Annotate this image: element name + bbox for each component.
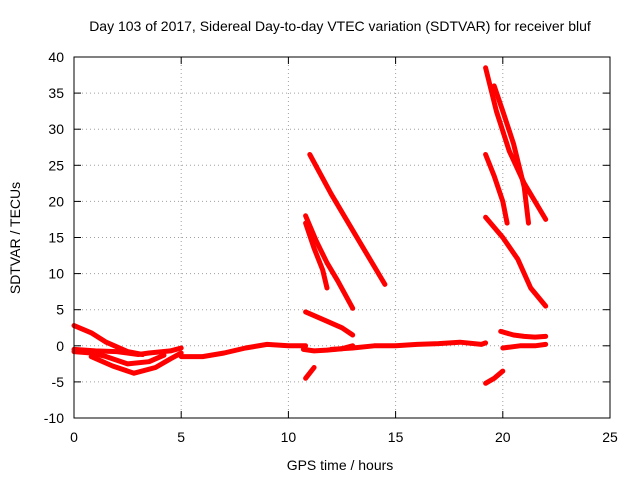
x-tick-label: 20 (495, 429, 511, 445)
series-arc-10 (307, 152, 388, 287)
y-tick-label: -10 (44, 410, 64, 426)
series-arc-19 (483, 368, 506, 386)
y-tick-label: 20 (48, 193, 64, 209)
grid-lines (74, 57, 610, 418)
y-tick-label: 35 (48, 85, 64, 101)
y-tick-label: -5 (52, 374, 65, 390)
series-arc-12 (303, 220, 330, 291)
y-tick-label: 25 (48, 157, 64, 173)
series-arc-11 (303, 213, 356, 311)
series-arc-9 (328, 339, 489, 352)
axis-tick-labels: 0 5 10 15 20 25 -10 -5 0 5 10 15 20 25 30 35 40 (44, 49, 618, 445)
axis-ticks (73, 56, 611, 419)
x-tick-label: 25 (602, 429, 618, 445)
series-arc-4 (88, 350, 184, 376)
series-arc-13 (483, 65, 549, 222)
series-arc-18 (500, 341, 549, 351)
series-arc-15 (483, 152, 510, 226)
x-tick-label: 5 (177, 429, 185, 445)
series-arc-3 (71, 349, 167, 367)
series-arc-17 (498, 328, 549, 340)
series-arc-16 (483, 214, 549, 309)
series-arc-8 (303, 365, 317, 381)
y-tick-label: 15 (48, 230, 64, 246)
x-tick-label: 15 (388, 429, 404, 445)
y-tick-label: 40 (48, 49, 64, 65)
y-tick-label: 5 (56, 302, 64, 318)
x-axis-label: GPS time / hours (287, 457, 394, 473)
x-tick-label: 0 (70, 429, 78, 445)
x-tick-label: 10 (281, 429, 297, 445)
chart-title: Day 103 of 2017, Sidereal Day-to-day VTE… (89, 18, 591, 34)
data-series-layer (71, 65, 549, 386)
y-axis-label: SDTVAR / TECUs (7, 182, 23, 294)
y-tick-label: 10 (48, 266, 64, 282)
series-arc-2 (71, 323, 146, 357)
y-tick-label: 0 (56, 338, 64, 354)
series-arc-5 (178, 341, 309, 360)
y-tick-label: 30 (48, 121, 64, 137)
series-arc-14 (491, 83, 531, 226)
series-arc-7 (303, 309, 356, 338)
